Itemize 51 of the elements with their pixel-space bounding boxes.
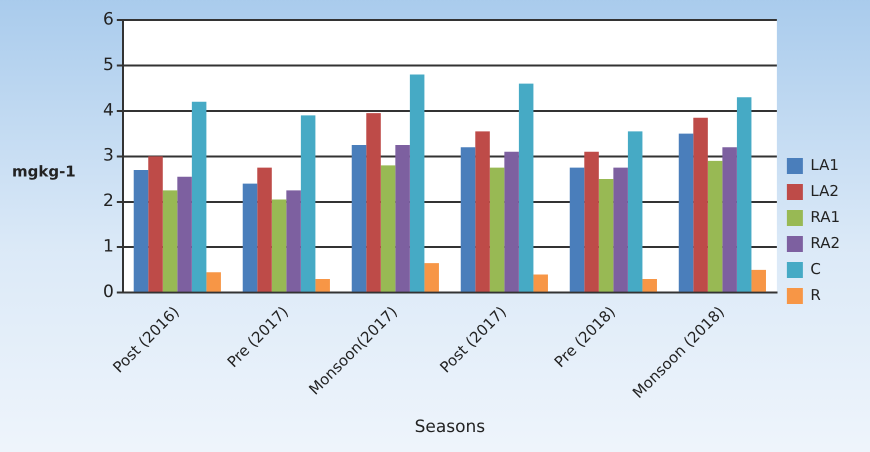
bar bbox=[315, 279, 330, 292]
bar bbox=[366, 113, 381, 292]
bar bbox=[410, 74, 424, 292]
y-tick-label: 5 bbox=[102, 54, 114, 75]
bar bbox=[257, 168, 272, 292]
bar bbox=[613, 168, 628, 292]
bar bbox=[206, 272, 221, 292]
bar bbox=[751, 270, 766, 292]
legend-label: RA1 bbox=[810, 208, 840, 226]
bar bbox=[736, 97, 752, 292]
bar bbox=[693, 118, 708, 292]
y-tick-label: 0 bbox=[102, 282, 114, 302]
bar bbox=[584, 152, 599, 292]
legend-label: LA2 bbox=[810, 182, 839, 200]
y-tick-label: 4 bbox=[102, 100, 114, 120]
bar bbox=[598, 179, 614, 292]
bar bbox=[460, 147, 476, 292]
legend-label: RA2 bbox=[810, 234, 840, 252]
bar bbox=[134, 170, 148, 292]
bar bbox=[490, 168, 504, 292]
y-tick-label: 1 bbox=[102, 236, 114, 257]
bar bbox=[286, 190, 301, 292]
bar bbox=[148, 156, 163, 292]
bar bbox=[352, 144, 366, 292]
bar bbox=[708, 160, 722, 292]
bar bbox=[570, 168, 584, 292]
bar bbox=[504, 152, 519, 292]
legend-label: C bbox=[810, 260, 821, 278]
bar bbox=[242, 184, 258, 292]
x-axis-title: Seasons bbox=[414, 417, 486, 438]
bar bbox=[395, 144, 410, 292]
y-tick-label: 3 bbox=[102, 146, 114, 166]
bar bbox=[424, 263, 439, 292]
bar bbox=[192, 102, 206, 292]
y-tick-label: 6 bbox=[102, 9, 114, 30]
bar bbox=[177, 176, 192, 292]
bar bbox=[475, 131, 490, 292]
y-tick-label: 2 bbox=[102, 191, 114, 212]
bar bbox=[722, 147, 737, 292]
bar bbox=[533, 274, 548, 292]
bar bbox=[518, 84, 534, 292]
bar bbox=[678, 134, 694, 292]
bar bbox=[162, 190, 178, 292]
legend-label: R bbox=[810, 286, 821, 304]
bar bbox=[642, 279, 657, 292]
y-axis-title: mgkg-1 bbox=[12, 162, 76, 181]
bar bbox=[300, 115, 316, 292]
bar bbox=[272, 199, 286, 292]
bar bbox=[628, 131, 642, 292]
legend-label: LA1 bbox=[810, 156, 839, 174]
bar bbox=[380, 165, 396, 292]
